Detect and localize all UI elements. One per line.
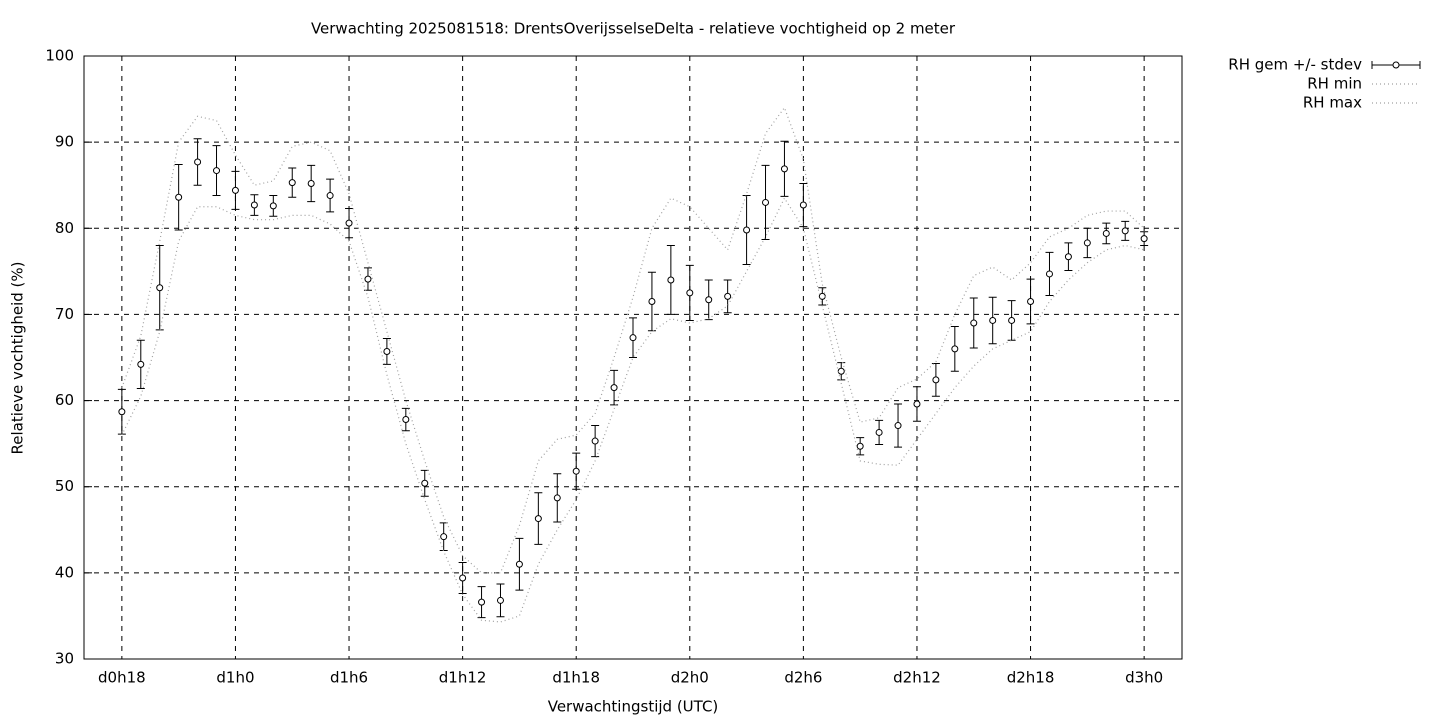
data-point <box>1102 229 1110 237</box>
y-axis-label: Relatieve vochtigheid (%) <box>9 261 27 454</box>
data-point <box>118 408 126 416</box>
data-point <box>837 367 845 375</box>
data-point <box>705 296 713 304</box>
data-point <box>780 165 788 173</box>
data-point <box>856 442 864 450</box>
data-point <box>1140 235 1148 243</box>
y-tick-label: 40 <box>55 563 74 581</box>
data-point <box>307 179 315 187</box>
data-point <box>364 275 372 283</box>
chart-title: Verwachting 2025081518: DrentsOverijssel… <box>311 20 956 38</box>
legend-label: RH max <box>1303 94 1362 112</box>
data-point <box>610 384 618 392</box>
x-tick-label: d2h6 <box>784 669 822 687</box>
data-point <box>421 479 429 487</box>
data-point <box>383 347 391 355</box>
data-point <box>137 360 145 368</box>
data-point <box>629 334 637 342</box>
data-point <box>1027 298 1035 306</box>
data-point <box>402 416 410 424</box>
legend-label: RH gem +/- stdev <box>1228 56 1362 74</box>
y-tick-label: 60 <box>55 391 74 409</box>
data-point <box>951 345 959 353</box>
x-tick-label: d1h12 <box>439 669 487 687</box>
data-point <box>231 186 239 194</box>
x-tick-label: d2h18 <box>1007 669 1055 687</box>
x-tick-label: d1h18 <box>552 669 600 687</box>
data-point <box>478 598 486 606</box>
data-point <box>1045 270 1053 278</box>
x-tick-label: d1h6 <box>330 669 368 687</box>
data-point <box>1064 253 1072 261</box>
data-point <box>156 284 164 292</box>
x-tick-label: d0h18 <box>98 669 146 687</box>
data-point <box>213 167 221 175</box>
data-point <box>989 316 997 324</box>
data-point <box>572 467 580 475</box>
data-point <box>326 192 334 200</box>
x-tick-label: d3h0 <box>1125 669 1163 687</box>
data-point <box>288 179 296 187</box>
y-tick-label: 50 <box>55 477 74 495</box>
data-point <box>345 219 353 227</box>
data-point <box>515 560 523 568</box>
y-tick-label: 90 <box>55 133 74 151</box>
data-point <box>553 494 561 502</box>
x-tick-label: d1h0 <box>216 669 254 687</box>
data-point <box>496 596 504 604</box>
data-point <box>686 289 694 297</box>
data-point <box>250 201 258 209</box>
data-point <box>534 515 542 523</box>
data-point <box>1083 239 1091 247</box>
x-tick-label: d2h12 <box>893 669 941 687</box>
data-point <box>269 202 277 210</box>
data-point <box>913 400 921 408</box>
legend-swatch <box>1392 61 1400 69</box>
data-point <box>762 198 770 206</box>
series-line <box>121 196 1145 623</box>
data-point <box>970 319 978 327</box>
data-point <box>591 437 599 445</box>
data-point <box>932 376 940 384</box>
y-tick-label: 100 <box>45 47 74 65</box>
plot-frame <box>83 55 1183 660</box>
data-point <box>440 533 448 541</box>
data-point <box>1008 316 1016 324</box>
x-tick-label: d2h0 <box>671 669 709 687</box>
legend-label: RH min <box>1307 75 1362 93</box>
data-point <box>175 193 183 201</box>
data-point <box>799 201 807 209</box>
data-point <box>667 276 675 284</box>
y-tick-label: 70 <box>55 305 74 323</box>
data-point <box>1121 227 1129 235</box>
data-point <box>724 292 732 300</box>
y-tick-label: 80 <box>55 219 74 237</box>
data-point <box>459 574 467 582</box>
data-point <box>194 158 202 166</box>
y-tick-label: 30 <box>55 650 74 668</box>
data-point <box>875 428 883 436</box>
data-point <box>743 226 751 234</box>
data-point <box>894 422 902 430</box>
x-axis-label: Verwachtingstijd (UTC) <box>548 698 719 716</box>
data-point <box>648 298 656 306</box>
